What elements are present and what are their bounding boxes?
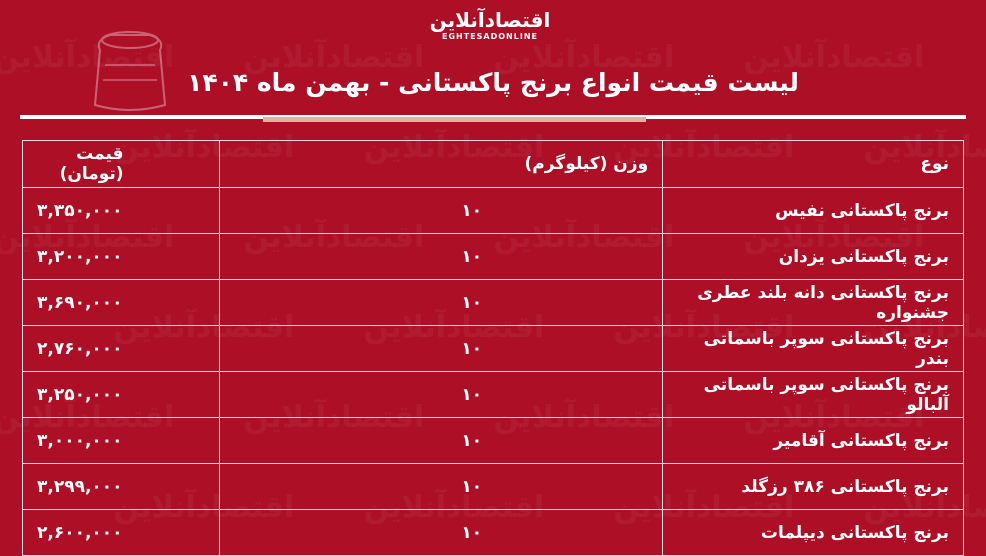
cell-price: ۳,۳۵۰,۰۰۰ <box>22 187 220 234</box>
table-row: برنج پاکستانی دانه بلند عطری جشنواره ۱۰ ۳,… <box>22 279 964 326</box>
header-price: قیمت (تومان) <box>22 140 220 188</box>
table-row: برنج پاکستانی نفیس ۱۰ ۳,۳۵۰,۰۰۰ <box>22 187 964 234</box>
table-row: برنج پاکستانی آقامیر ۱۰ ۳,۰۰۰,۰۰۰ <box>22 417 964 464</box>
cell-price: ۳,۲۵۰,۰۰۰ <box>22 371 220 418</box>
logo-text-en: EGHTESADONLINE <box>442 32 538 41</box>
cell-price: ۳,۲۹۹,۰۰۰ <box>22 463 220 510</box>
cell-type: برنج پاکستانی آقامیر <box>662 417 964 464</box>
page-title: لیست قیمت انواع برنج پاکستانی - بهمن ماه… <box>187 68 799 97</box>
cell-price: ۲,۷۶۰,۰۰۰ <box>22 325 220 372</box>
rice-sack-icon <box>93 31 167 111</box>
table-row: برنج پاکستانی یزدان ۱۰ ۳,۲۰۰,۰۰۰ <box>22 233 964 280</box>
cell-weight: ۱۰ <box>218 509 664 556</box>
cell-weight: ۱۰ <box>218 325 664 372</box>
cell-weight: ۱۰ <box>218 233 664 280</box>
cell-price: ۳,۲۰۰,۰۰۰ <box>22 233 220 280</box>
cell-type: برنج پاکستانی سوپر باسماتی آلبالو <box>662 371 964 418</box>
table-header-row: نوع وزن (کیلوگرم) قیمت (تومان) <box>22 140 964 188</box>
cell-price: ۳,۶۹۰,۰۰۰ <box>22 279 220 326</box>
table-row: برنج پاکستانی دیپلمات ۱۰ ۲,۶۰۰,۰۰۰ <box>22 509 964 556</box>
table-row: برنج پاکستانی ۳۸۶ رزگلد ۱۰ ۳,۲۹۹,۰۰۰ <box>22 463 964 510</box>
cell-weight: ۱۰ <box>218 279 664 326</box>
cell-type: برنج پاکستانی یزدان <box>662 233 964 280</box>
cell-weight: ۱۰ <box>218 417 664 464</box>
cell-type: برنج پاکستانی سوپر باسماتی بندر <box>662 325 964 372</box>
table-row: برنج پاکستانی سوپر باسماتی آلبالو ۱۰ ۳,۲۵۰… <box>22 371 964 418</box>
table-row: برنج پاکستانی سوپر باسماتی بندر ۱۰ ۲,۷۶۰,۰… <box>22 325 964 372</box>
cell-type: برنج پاکستانی نفیس <box>662 187 964 234</box>
price-table: نوع وزن (کیلوگرم) قیمت (تومان) برنج پاکس… <box>22 140 964 556</box>
brand-logo: اقتصادآنلاین EGHTESADONLINE <box>415 8 565 48</box>
cell-weight: ۱۰ <box>218 187 664 234</box>
cell-price: ۳,۰۰۰,۰۰۰ <box>22 417 220 464</box>
logo-text-fa: اقتصادآنلاین <box>429 8 551 32</box>
cell-weight: ۱۰ <box>218 371 664 418</box>
cell-type: برنج پاکستانی دانه بلند عطری جشنواره <box>662 279 964 326</box>
divider-accent <box>263 117 646 122</box>
header-weight: وزن (کیلوگرم) <box>218 140 664 188</box>
cell-price: ۲,۶۰۰,۰۰۰ <box>22 509 220 556</box>
cell-type: برنج پاکستانی دیپلمات <box>662 509 964 556</box>
cell-weight: ۱۰ <box>218 463 664 510</box>
header-type: نوع <box>662 140 964 188</box>
cell-type: برنج پاکستانی ۳۸۶ رزگلد <box>662 463 964 510</box>
